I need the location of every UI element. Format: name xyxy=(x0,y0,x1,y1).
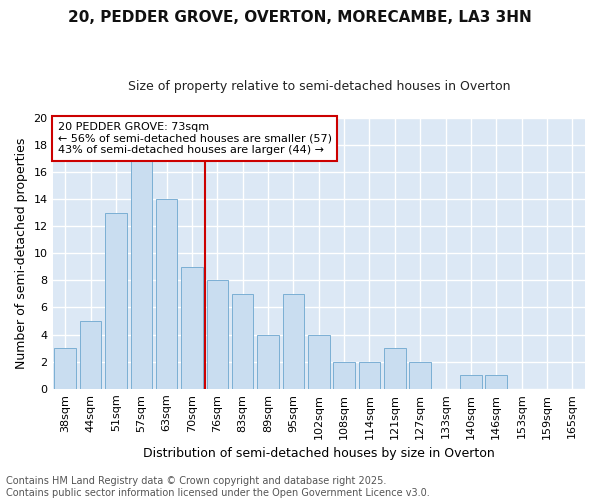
Bar xyxy=(232,294,253,389)
Text: 20 PEDDER GROVE: 73sqm
← 56% of semi-detached houses are smaller (57)
43% of sem: 20 PEDDER GROVE: 73sqm ← 56% of semi-det… xyxy=(58,122,332,155)
Bar xyxy=(409,362,431,389)
Y-axis label: Number of semi-detached properties: Number of semi-detached properties xyxy=(15,138,28,369)
Bar xyxy=(384,348,406,389)
Title: Size of property relative to semi-detached houses in Overton: Size of property relative to semi-detach… xyxy=(128,80,510,93)
Bar xyxy=(131,158,152,389)
Bar xyxy=(55,348,76,389)
Bar xyxy=(283,294,304,389)
Bar xyxy=(485,376,507,389)
Bar xyxy=(80,321,101,389)
Bar xyxy=(156,199,178,389)
Bar xyxy=(359,362,380,389)
Bar xyxy=(181,267,203,389)
Bar xyxy=(334,362,355,389)
X-axis label: Distribution of semi-detached houses by size in Overton: Distribution of semi-detached houses by … xyxy=(143,447,494,460)
Bar xyxy=(105,212,127,389)
Bar xyxy=(206,280,228,389)
Text: 20, PEDDER GROVE, OVERTON, MORECAMBE, LA3 3HN: 20, PEDDER GROVE, OVERTON, MORECAMBE, LA… xyxy=(68,10,532,25)
Bar xyxy=(460,376,482,389)
Text: Contains HM Land Registry data © Crown copyright and database right 2025.
Contai: Contains HM Land Registry data © Crown c… xyxy=(6,476,430,498)
Bar xyxy=(257,334,279,389)
Bar xyxy=(308,334,329,389)
